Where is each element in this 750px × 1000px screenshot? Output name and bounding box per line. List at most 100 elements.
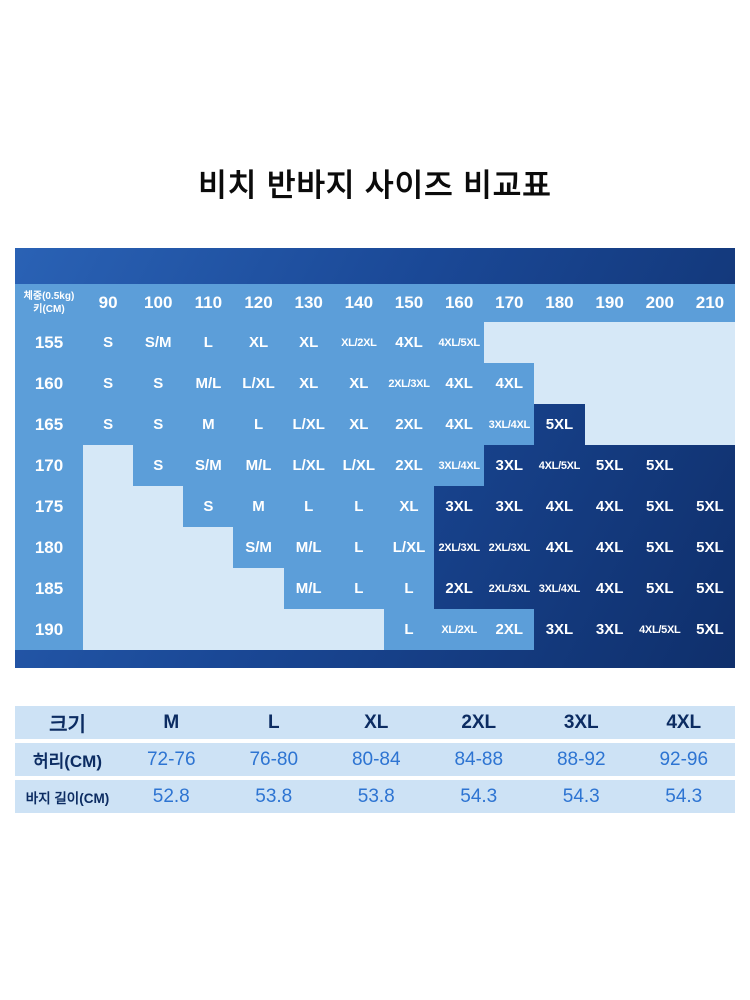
- matrix-row-label: 180: [15, 527, 83, 568]
- matrix-col-header: 210: [684, 284, 735, 322]
- matrix-cell: 3XL: [445, 498, 473, 515]
- matrix-cell: M: [183, 404, 234, 445]
- matrix-cell: L: [183, 322, 234, 363]
- matrix-cell: L/XL: [233, 363, 284, 404]
- matrix-cell: 4XL: [595, 539, 624, 556]
- matrix-col-header: 100: [133, 284, 184, 322]
- spec-cell: L: [267, 711, 280, 733]
- matrix-row-label: 165: [15, 404, 83, 445]
- matrix-cell: L: [383, 568, 435, 609]
- matrix-cell: 3XL: [495, 498, 524, 515]
- matrix-cell: 5XL: [646, 457, 674, 474]
- matrix-cell: S/M: [133, 322, 184, 363]
- spec-cell: 53.8: [255, 785, 293, 807]
- matrix-cell: S: [133, 363, 184, 404]
- matrix-cell: 5XL: [545, 416, 574, 433]
- matrix-cell: [233, 568, 284, 609]
- matrix-cell: L: [233, 404, 284, 445]
- matrix-row-label: 170: [15, 445, 83, 486]
- size-matrix-grid: 체중(0.5kg) 키(CM) 90 100 110 120 130 140 150 160 17…: [15, 284, 735, 650]
- matrix-cell: [634, 404, 685, 445]
- matrix-cell: [684, 404, 735, 445]
- matrix-cell: [534, 363, 585, 404]
- matrix-row-label: 155: [15, 322, 83, 363]
- matrix-cell: S: [133, 445, 184, 486]
- matrix-col-header: 200: [634, 284, 685, 322]
- page-title: 비치 반바지 사이즈 비교표: [198, 168, 552, 203]
- matrix-row-label: 190: [15, 609, 83, 650]
- matrix-col-header: 190: [584, 284, 635, 322]
- matrix-corner-cell: 체중(0.5kg) 키(CM): [15, 284, 83, 322]
- matrix-cell: M/L: [283, 527, 334, 568]
- matrix-row-label: 175: [15, 486, 83, 527]
- matrix-cell: XL: [283, 363, 334, 404]
- matrix-cell: [283, 609, 334, 650]
- matrix-cell: [83, 568, 134, 609]
- matrix-cell: XL: [333, 363, 384, 404]
- matrix-cell: L: [333, 527, 384, 568]
- matrix-col-header: 160: [434, 284, 485, 322]
- matrix-cell: [133, 568, 184, 609]
- spec-cell: 3XL: [563, 711, 599, 733]
- matrix-cell: L/XL: [333, 445, 384, 486]
- matrix-cell: 5XL: [646, 580, 674, 597]
- matrix-cell: [584, 322, 635, 363]
- matrix-cell: L/XL: [283, 404, 334, 445]
- matrix-cell: L: [283, 486, 334, 527]
- spec-cell: M: [163, 711, 180, 733]
- matrix-cell: XL/2XL: [434, 609, 485, 650]
- matrix-cell: 4XL: [545, 498, 574, 515]
- matrix-cell: 4XL: [434, 363, 485, 404]
- matrix-col-header: 120: [233, 284, 284, 322]
- matrix-cell: 4XL: [545, 539, 574, 556]
- spec-row: 크기 M L XL 2XL 3XL 4XL: [15, 706, 735, 739]
- size-matrix-table: 체중(0.5kg) 키(CM) 90 100 110 120 130 140 150 160 17…: [15, 248, 735, 668]
- spec-cell: 84-88: [454, 748, 504, 770]
- matrix-cell: [534, 322, 585, 363]
- matrix-col-header: 150: [383, 284, 435, 322]
- matrix-row-label: 160: [15, 363, 83, 404]
- matrix-cell: 2XL/3XL: [383, 363, 435, 404]
- matrix-cell: L: [383, 609, 435, 650]
- matrix-cell: 5XL: [646, 539, 674, 556]
- matrix-cell: 2XL: [383, 404, 435, 445]
- spec-row-label: 크기: [49, 714, 86, 736]
- matrix-cell: M/L: [283, 568, 334, 609]
- matrix-col-header: 140: [333, 284, 384, 322]
- spec-row-label: 바지 길이(CM): [25, 790, 110, 806]
- spec-row: 바지 길이(CM) 52.8 53.8 53.8 54.3 54.3 54.3: [15, 780, 735, 813]
- matrix-cell: XL: [333, 404, 384, 445]
- spec-cell: 4XL: [666, 711, 702, 733]
- matrix-cell: 2XL: [383, 445, 435, 486]
- matrix-cell: 5XL: [696, 580, 724, 597]
- matrix-cell: [233, 609, 284, 650]
- matrix-cell: 2XL/3XL: [438, 541, 480, 554]
- matrix-cell: [484, 322, 535, 363]
- matrix-cell: [183, 568, 234, 609]
- matrix-cell: S: [83, 363, 134, 404]
- matrix-col-header: 180: [534, 284, 585, 322]
- matrix-cell: XL: [233, 322, 284, 363]
- matrix-cell: [684, 322, 735, 363]
- spec-cell: 80-84: [351, 748, 401, 770]
- matrix-cell: [684, 363, 735, 404]
- matrix-cell: 3XL/4XL: [538, 582, 581, 595]
- matrix-cell: M: [233, 486, 284, 527]
- matrix-cell: 4XL/5XL: [639, 623, 681, 636]
- matrix-cell: M/L: [183, 363, 234, 404]
- spec-cell: 53.8: [357, 785, 395, 807]
- matrix-cell: 4XL/5XL: [434, 322, 485, 363]
- spec-row-label: 허리(CM): [32, 752, 103, 771]
- matrix-cell: 3XL/4XL: [434, 445, 485, 486]
- spec-cell: 2XL: [461, 711, 497, 733]
- matrix-cell: 5XL: [696, 621, 724, 638]
- matrix-cell: S: [83, 404, 134, 445]
- matrix-cell: [634, 322, 685, 363]
- spec-row: 허리(CM) 72-76 76-80 80-84 84-88 88-92 92-96: [15, 743, 735, 776]
- matrix-cell: XL/2XL: [333, 322, 384, 363]
- matrix-cell: 4XL: [595, 498, 624, 515]
- matrix-cell: L: [333, 486, 384, 527]
- matrix-cell: 5XL: [696, 539, 724, 556]
- matrix-cell: M/L: [233, 445, 284, 486]
- spec-cell: 76-80: [249, 748, 299, 770]
